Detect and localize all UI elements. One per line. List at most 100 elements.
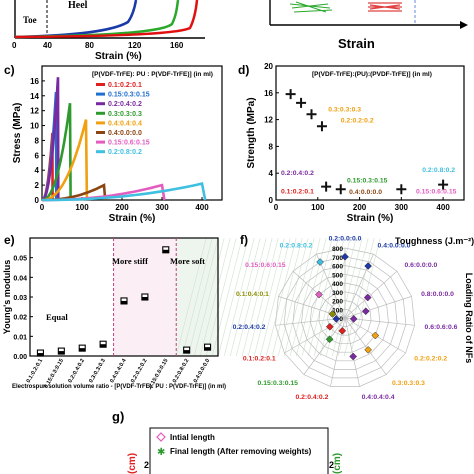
panel-e-xtick-label-1: 0.1:0.2:0.1 [26,358,45,384]
panel-e-hatch [259,237,291,357]
panel-a: Toe Heel 0 40 80 120 160 Strain (%) [12,0,205,62]
panel-c-xtick-label: 0 [40,203,45,212]
panel-f-point-11 [325,322,334,331]
panel-c-legend-entry-1: 0.1:0.2:0.1 [108,82,142,89]
panel-e-ytick-label: 0.01 [13,334,27,341]
panel-f-spoke-label-4: 0.8:0.0:0.0 [421,291,454,298]
panel-e-point-fill-4 [100,344,107,348]
panel-b: Strain [269,0,468,51]
panel-c-legend-entry-5: 0.4:0.4:0.4 [108,120,142,127]
panel-d-xlabel: Strain (%) [347,213,394,224]
panel-c-ytick-label: 12 [30,107,39,116]
panel-f-ring-label: 400 [332,281,343,288]
panel-c-frame [41,65,223,201]
panel-f-ring-label: 600 [332,264,343,271]
panel-e-hatch [235,237,267,357]
panel-e-ylabel: Young's modulus [2,260,12,334]
panel-c-xtick-label: 400 [195,203,209,212]
panel-f-spoke [344,317,360,387]
panel-f-ring [309,282,381,353]
panel-b-xlabel: Strain [338,36,375,51]
panel-f-point-4 [361,307,370,316]
panel-d-points: 0.3:0.3:0.3 0.2:0.2:0.2 0.2:0.4:0.2 0.1:0.2… [281,89,457,196]
panel-f-spoke-label-3: 0.6:0.0:0.0 [404,262,437,269]
panel-f-point-3 [363,293,372,302]
panel-f-point-5 [349,315,358,323]
panel-f-point-1 [341,252,349,261]
panel-f-right-label: Loading Ratio of NFs [464,273,474,364]
panel-d-ytick-label: 0 [269,196,274,205]
panel-f-point-2 [364,262,372,270]
panel-d-point-label-3: 0.2:0.4:0.2 [281,170,314,177]
panel-d-ytick-label: 8 [269,142,274,151]
panel-g-legend-marker-initial [156,432,166,442]
panel-c-ytick-label: 10 [30,122,39,131]
panel-d-ytick-label: 16 [264,89,273,98]
panel-e-region-label-1: Equal [46,312,68,322]
panel-d-point-label-4: 0.1:0.2:0.1 [281,188,314,195]
panel-c-legend: [P(VDF-TrFE): PU : P(VDF-TrFE)] (in ml) 0… [92,71,213,156]
panel-e-point-fill-2 [58,351,65,355]
panel-f-ring [335,308,355,327]
panel-d-point-label-8: 0.15:0.6:0.15 [416,188,457,195]
panel-d-point-label-5: 0.15:0.3:0.15 [347,178,388,185]
panel-e-region-label-3: More soft [170,256,205,266]
panel-d-xtick-label: 100 [311,203,325,212]
panel-f-title: Toughness (J.m⁻²) [395,236,474,246]
panel-e-point-fill-3 [79,348,86,352]
panel-e-point-fill-9 [204,347,211,351]
panel-d-legend-title: [P(VDF-TrFE):(PU):(PVDF-TrFE)] (in ml) [312,71,432,78]
panel-f-ring-label: 0 [339,316,343,323]
panel-c-ytick-label: 4 [35,166,40,175]
panel-c-xtick-label: 100 [75,203,89,212]
panel-c-axes: 0 100 200 300 400 0 2 4 6 8 10 12 14 16 Strain (%) Stre… [12,65,223,224]
panel-f-point-12 [332,315,341,323]
panel-a-curve-red [14,0,199,39]
panel-f-spoke-label-2: 0.4:0.0:0.0 [378,242,411,249]
panel-e-ytick-label: 0.00 [13,354,27,361]
panel-c-series [41,77,207,202]
panel-c-legend-entry-7: 0.15:0.6:0.15 [108,140,150,147]
panel-g-legend-final: Final length (After removing weights) [170,447,312,456]
panel-g-frame [149,427,329,474]
panel-e-hatch [187,237,219,357]
panel-c: c) 0 100 200 300 400 0 2 4 6 8 10 12 14 16 Strain (%) S… [4,63,223,224]
panel-g-ytick-right: 2 [329,460,334,470]
panel-f-spoke [303,317,346,375]
panel-f-spoke [344,317,387,375]
panel-d-point-1 [285,89,296,100]
panel-e-hatch [193,237,225,357]
panel-e-hatch [241,237,273,357]
panel-f-ring-label: 800 [332,246,343,253]
panel-e-hatch [199,237,231,357]
panel-e-label: e) [4,233,15,247]
panel-e-xtick-label-4: 0.3:0.3:0.3 [88,358,107,384]
panel-f-point-14 [315,290,323,299]
panel-e-hatch [271,237,303,357]
panel-g-label: g) [112,409,124,424]
panel-d-ytick-label: 4 [269,169,274,178]
panel-d-label: d) [238,63,249,77]
panel-f-ring-label: 200 [332,299,343,306]
panel-d: d) 0 100 200 300 400 0 4 8 12 16 20 Strain (%) Stren… [238,62,465,224]
panel-c-legend-entry-4: 0.3:0.3:0.3 [108,111,142,118]
panel-c-ytick-label: 6 [35,151,40,160]
panel-e-hatch [289,237,321,357]
panel-f-spoke-label-5: 0.6:0.6:0.6 [425,324,458,331]
panel-f-spoke-label-13: 0.1:0.4:0.1 [236,291,269,298]
panel-f-spoke-label-6: 0.2:0.2:0.2 [414,356,447,363]
panel-c-xtick-label: 300 [155,203,169,212]
panel-e-point-fill-7 [162,249,169,253]
panel-f-point-7 [364,346,372,354]
panel-f-ring-label: 300 [332,290,343,297]
panel-e-hatch [337,237,369,357]
panel-d-point-2 [296,97,307,108]
panel-e-hatch [253,237,285,357]
panel-e-xtick-label-9: 0.4:0.0:0.0 [193,358,212,384]
panel-d-xtick-label: 0 [274,203,279,212]
panel-e-xtick-label-8: 0.2:0.8:0.2 [172,358,191,384]
panel-g-legend-marker-final: ✱ [157,447,165,458]
panel-g: g) (cm) 2 (cm) 2 Intial length ✱ Final l… [112,409,343,474]
panel-e-xtick-label-5: 0.4:0.4:0.4 [109,357,128,384]
